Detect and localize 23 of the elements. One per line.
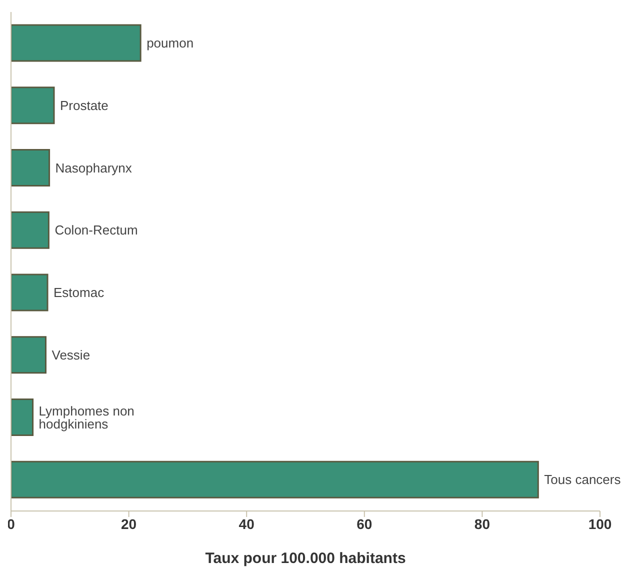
bar [11, 149, 50, 186]
x-tick-label: 60 [356, 516, 372, 532]
y-tick-label: Prostate [60, 98, 108, 113]
bar [11, 336, 46, 374]
y-tick-label: poumon [146, 36, 194, 51]
bar [11, 86, 55, 124]
y-tick-label: Colon-Rectum [54, 222, 138, 238]
x-axis-title: Taux pour 100.000 habitants [205, 550, 406, 567]
y-tick-label: Nasopharynx [55, 160, 132, 176]
y-tick-label: Vessie [52, 347, 90, 362]
x-tick-label: 20 [121, 516, 137, 532]
x-tick-label: 80 [474, 516, 490, 532]
bar [11, 460, 539, 498]
y-tick-label: Lymphomes non hodgkiniens [38, 403, 134, 432]
bar [11, 398, 34, 436]
x-tick-label: 40 [238, 516, 255, 532]
y-tick-label: Estomac [54, 285, 105, 300]
y-tick-label: Tous cancers [544, 472, 622, 488]
bar [11, 24, 142, 62]
bar [11, 274, 48, 312]
x-tick-label: 0 [7, 516, 16, 532]
bar [11, 211, 50, 249]
x-tick-label: 100 [588, 516, 612, 532]
